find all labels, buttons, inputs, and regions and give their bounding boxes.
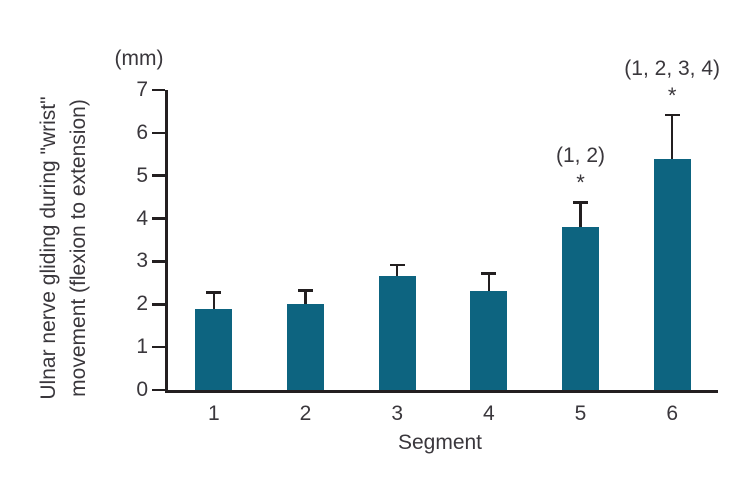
plot-area: 0 1 2 3 4 5 6 7 1 2 3 4 5 6 * (1, 2) * (1, 2, 3, 4) (136, 57, 720, 425)
y-tick-label: 6 (136, 120, 148, 144)
y-tick-label: 3 (136, 249, 148, 273)
x-tick-label-1: 1 (207, 402, 220, 425)
error-cap-segment-4 (481, 272, 497, 275)
x-tick-label-3: 3 (391, 402, 403, 425)
y-tick-mark (152, 388, 165, 392)
error-cap-segment-1 (206, 291, 222, 294)
y-tick-mark (152, 174, 165, 177)
y-tick-mark (152, 303, 165, 306)
x-tick-label-4: 4 (482, 402, 495, 425)
bar-segment-4 (470, 291, 508, 390)
error-cap-segment-5 (573, 201, 588, 204)
error-bar-segment-6 (670, 113, 674, 159)
x-axis-label: Segment (397, 431, 483, 454)
y-tick-mark (152, 88, 165, 92)
y-axis-unit-label: (mm) (114, 47, 164, 70)
bar-segment-2 (287, 304, 324, 390)
y-axis-label-line1: Ulnar nerve gliding during "wrist" (37, 96, 60, 400)
y-axis-label: Ulnar nerve gliding during "wrist" movem… (34, 38, 94, 458)
bar-segment-6 (653, 158, 691, 390)
annotation-label-segment-6: (1, 2, 3, 4) (624, 56, 721, 80)
y-tick-label: 1 (136, 335, 148, 359)
error-cap-segment-6 (664, 113, 680, 117)
annotation-star-segment-5: * (576, 170, 585, 196)
annotation-star-segment-6: * (667, 82, 677, 108)
y-tick-label: 0 (136, 378, 148, 401)
bar-segment-3 (378, 276, 416, 390)
annotation-label-segment-5: (1, 2) (555, 144, 605, 168)
y-tick-label: 2 (136, 292, 148, 316)
error-cap-segment-2 (298, 289, 313, 292)
error-bar-segment-3 (395, 263, 399, 277)
error-bar-segment-1 (212, 291, 216, 309)
y-tick-mark (152, 260, 165, 263)
bar-segment-5 (562, 227, 599, 390)
bar-segment-1 (195, 308, 233, 390)
x-tick-label-5: 5 (574, 402, 587, 425)
error-bar-segment-5 (579, 201, 582, 228)
y-tick-mark (152, 131, 165, 135)
error-cap-segment-3 (389, 263, 405, 267)
y-axis-label-line2: movement (flexion to extension) (67, 99, 90, 397)
x-tick-label-2: 2 (299, 402, 312, 425)
y-tick-mark (152, 217, 165, 220)
error-bar-segment-4 (487, 272, 491, 292)
y-tick-label: 7 (136, 78, 148, 101)
y-tick-mark (152, 345, 165, 349)
error-bar-segment-2 (304, 289, 307, 305)
y-tick-label: 4 (136, 206, 148, 230)
y-tick-label: 5 (136, 163, 148, 187)
x-tick-label-6: 6 (666, 402, 678, 425)
